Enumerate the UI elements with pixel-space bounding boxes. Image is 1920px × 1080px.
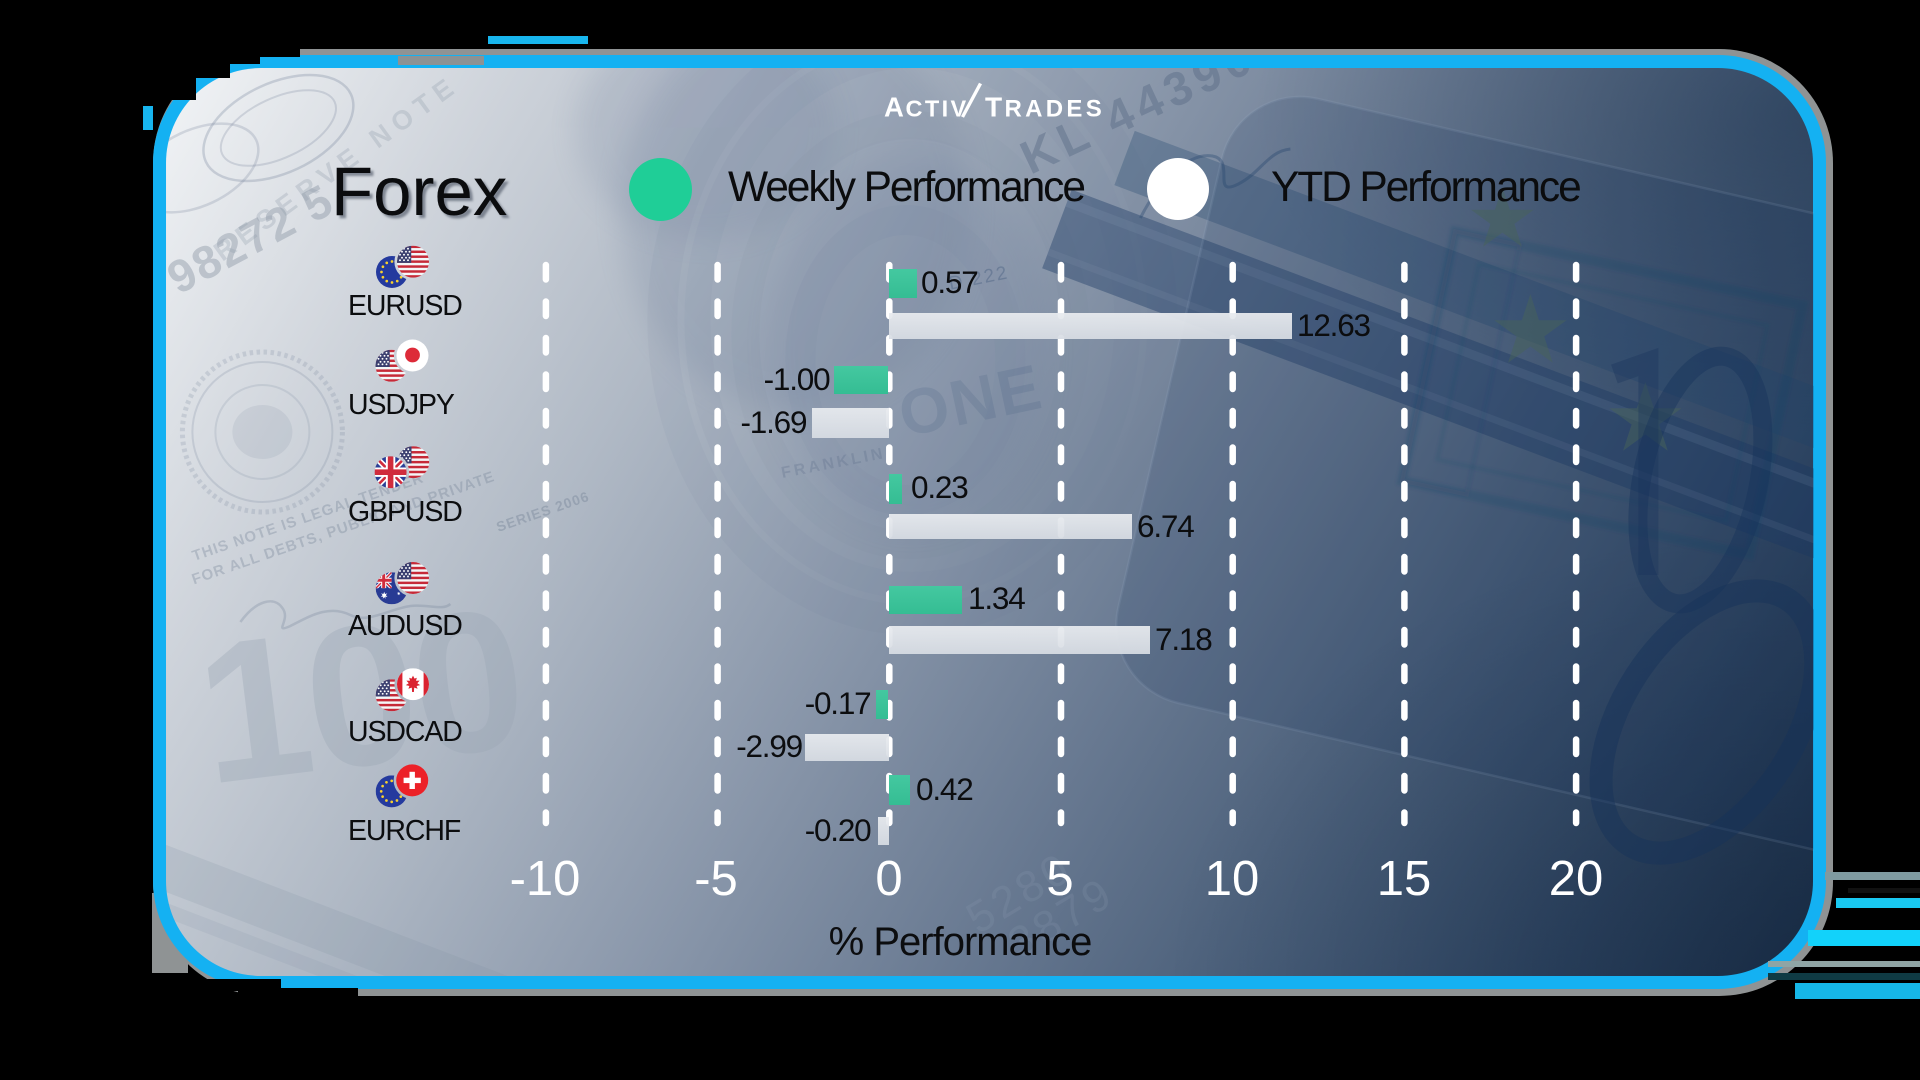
svg-text:100: 100 xyxy=(186,566,532,827)
svg-text:RADES: RADES xyxy=(1005,95,1106,122)
svg-text:A: A xyxy=(884,91,906,122)
svg-text:CTIV: CTIV xyxy=(906,95,969,121)
svg-text:T: T xyxy=(985,91,1004,122)
